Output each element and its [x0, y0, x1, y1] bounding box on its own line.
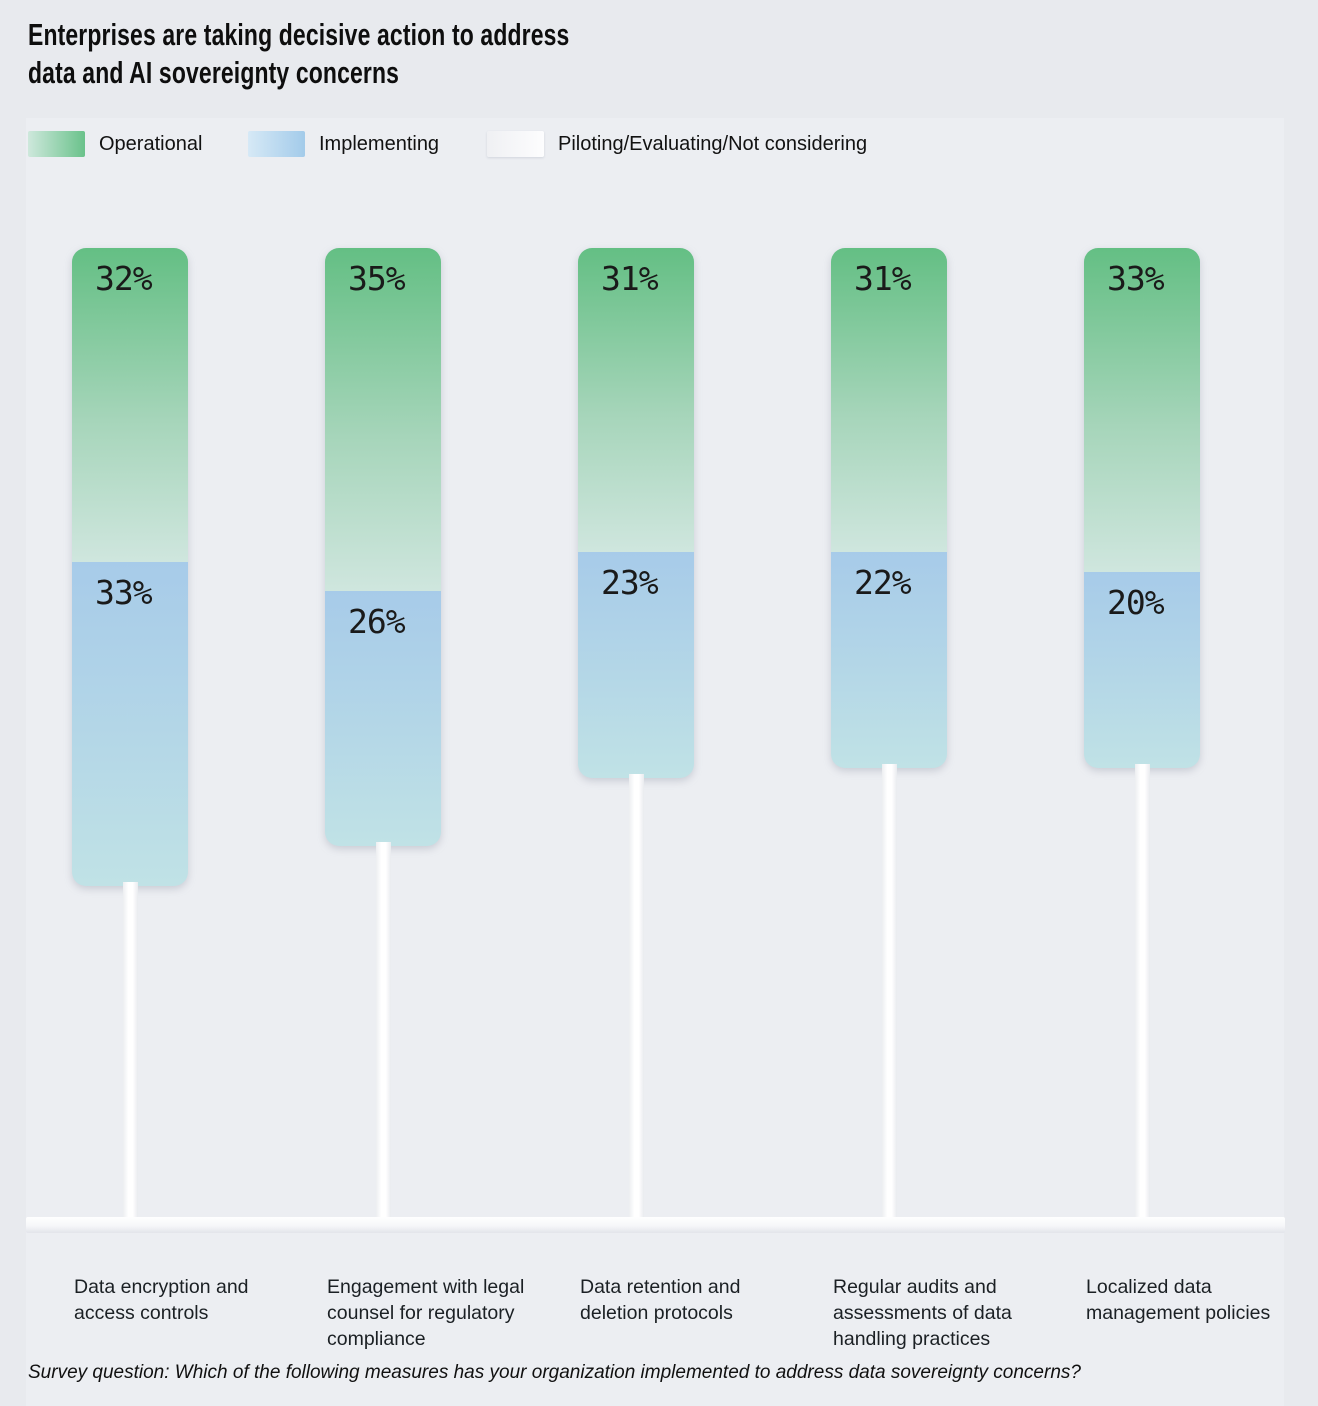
value-label-operational: 31% — [601, 259, 659, 298]
baseline-axis — [26, 1217, 1285, 1233]
bar-segment-operational: 31% — [578, 248, 694, 552]
value-label-operational: 35% — [348, 259, 406, 298]
value-label-implementing: 22% — [854, 563, 912, 602]
value-label-operational: 31% — [854, 259, 912, 298]
bar-stem-piloting — [1134, 764, 1150, 1227]
bar-segment-implementing: 23% — [578, 552, 694, 778]
bar-segment-operational: 35% — [325, 248, 441, 591]
bar-segment-implementing: 22% — [831, 552, 947, 768]
legend-swatch-blue — [248, 131, 305, 157]
bar-2: 35% 26% — [325, 248, 441, 846]
value-label-operational: 33% — [1107, 259, 1165, 298]
value-label-implementing: 23% — [601, 563, 659, 602]
legend-item-green: Operational — [28, 131, 202, 157]
legend-label: Implementing — [319, 132, 440, 155]
bar-segment-implementing: 20% — [1084, 572, 1200, 768]
bar-5: 33% 20% — [1084, 248, 1200, 768]
value-label-operational: 32% — [95, 259, 153, 298]
bar-stem-piloting — [375, 842, 391, 1227]
category-label-1: Data encryption and access controls — [74, 1276, 249, 1324]
bar-segment-operational: 32% — [72, 248, 188, 562]
bar-segment-operational: 33% — [1084, 248, 1200, 572]
bar-segment-operational: 31% — [831, 248, 947, 552]
chart-title-line2: data and AI sovereignty concerns — [28, 55, 400, 90]
bar-3: 31% 23% — [578, 248, 694, 778]
chart-title-line1: Enterprises are taking decisive action t… — [28, 17, 570, 52]
legend-swatch-white — [487, 131, 544, 157]
category-label-2: Engagement with legal counsel for regula… — [327, 1276, 525, 1350]
legend-label: Piloting/Evaluating/Not considering — [558, 132, 868, 155]
value-label-implementing: 26% — [348, 602, 406, 641]
chart-title: Enterprises are taking decisive action t… — [28, 16, 569, 92]
legend: Operational Implementing Piloting/Evaluati… — [0, 131, 1318, 161]
bar-4: 31% 22% — [831, 248, 947, 768]
bar-segment-implementing: 26% — [325, 591, 441, 846]
legend-swatch-green — [28, 131, 85, 157]
legend-item-white: Piloting/Evaluating/Not considering — [487, 131, 867, 157]
legend-label: Operational — [99, 132, 203, 155]
category-label-5: Localized data management policies — [1086, 1276, 1271, 1324]
bar-stem-piloting — [122, 882, 138, 1227]
bar-stem-piloting — [628, 774, 644, 1227]
value-label-implementing: 20% — [1107, 583, 1165, 622]
bar-1: 32% 33% — [72, 248, 188, 886]
category-label-4: Regular audits and assessments of data h… — [833, 1276, 1012, 1350]
value-label-implementing: 33% — [95, 573, 153, 612]
legend-item-blue: Implementing — [248, 131, 439, 157]
bar-segment-implementing: 33% — [72, 562, 188, 886]
category-label-3: Data retention and deletion protocols — [580, 1276, 741, 1324]
bar-stem-piloting — [881, 764, 897, 1227]
survey-question: Survey question: Which of the following … — [28, 1362, 1081, 1383]
